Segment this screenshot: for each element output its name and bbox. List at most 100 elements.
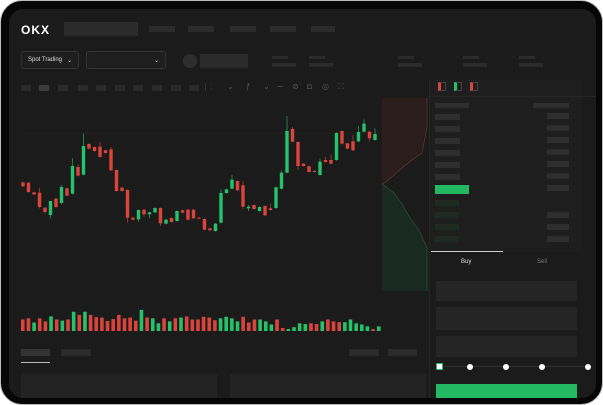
book-both-icon[interactable]	[438, 82, 446, 91]
depth-chart	[382, 98, 428, 291]
volume-bar	[60, 320, 65, 331]
interval-button[interactable]	[171, 85, 181, 91]
candle-body	[318, 161, 322, 175]
settings-icon[interactable]: ◎	[322, 82, 329, 91]
tab-sell[interactable]: Sell	[537, 259, 548, 265]
candle-type-icon[interactable]: ⫶	[210, 82, 212, 91]
candle-body	[290, 129, 295, 142]
interval-button[interactable]	[78, 85, 88, 91]
volume-bar	[105, 321, 110, 331]
slider-track[interactable]	[439, 366, 589, 367]
fullscreen-icon[interactable]: ⛶	[338, 82, 344, 91]
volume-bar	[303, 324, 308, 331]
ask-amount	[547, 161, 569, 167]
divider	[429, 96, 596, 97]
stat-value	[519, 63, 543, 67]
candle-body	[87, 144, 91, 149]
candle-body	[312, 171, 317, 172]
total-input[interactable]	[436, 336, 577, 357]
candle-body	[257, 207, 262, 211]
nav-item[interactable]	[230, 26, 256, 32]
ask-price	[435, 114, 460, 120]
divider	[205, 83, 206, 91]
candle-body	[230, 179, 234, 189]
pair-select[interactable]: ⌄	[86, 51, 166, 69]
interval-button[interactable]	[58, 85, 68, 91]
volume-bar	[179, 317, 183, 331]
nav-item[interactable]	[311, 26, 335, 32]
book-bids-icon[interactable]	[454, 82, 462, 91]
nav-item[interactable]	[188, 26, 214, 32]
stat-label	[519, 56, 535, 59]
candle-body	[367, 131, 372, 139]
candle-body	[340, 131, 344, 144]
market-select[interactable]: Spot Trading ⌄	[21, 51, 79, 69]
candle-body	[43, 207, 47, 212]
tab-order-history[interactable]	[61, 349, 91, 356]
candle-body	[120, 187, 124, 191]
candle-body	[70, 166, 75, 194]
nav-item[interactable]	[270, 26, 296, 32]
slider-stop[interactable]	[539, 364, 545, 370]
bid-price	[435, 236, 459, 242]
volume-bar	[162, 318, 166, 331]
candle-body	[246, 206, 251, 209]
tab-buy[interactable]: Buy	[461, 259, 472, 265]
indicator-icon[interactable]: ƒ	[246, 82, 251, 91]
chevron-down-icon: ⌄	[66, 57, 72, 64]
active-tab-indicator	[431, 251, 503, 252]
filter-button[interactable]	[388, 349, 417, 356]
volume-bar	[49, 316, 53, 331]
volume-bar	[21, 319, 25, 331]
candle-body	[136, 210, 141, 220]
interval-button[interactable]	[96, 85, 106, 91]
interval-button[interactable]	[115, 85, 125, 91]
active-tab-indicator	[21, 362, 50, 363]
chevron-down-icon[interactable]: ⌄	[263, 82, 270, 91]
volume-bar	[77, 314, 82, 331]
candle-body	[213, 223, 218, 231]
candle-body	[169, 218, 174, 222]
filter-button[interactable]	[349, 349, 379, 356]
stat-value	[309, 63, 333, 67]
candle-body	[125, 190, 130, 218]
price-input[interactable]	[436, 281, 577, 301]
interval-button[interactable]	[133, 85, 143, 91]
search-bar[interactable]	[64, 22, 138, 36]
nav-item[interactable]	[149, 26, 175, 32]
candlestick-chart[interactable]	[9, 91, 429, 341]
okx-logo[interactable]: OKX	[21, 23, 51, 37]
interval-button[interactable]	[152, 85, 162, 91]
interval-button[interactable]	[21, 85, 31, 91]
slider-handle[interactable]	[436, 363, 443, 370]
volume-bar	[320, 321, 325, 331]
slider-stop[interactable]	[467, 364, 473, 370]
ask-price	[435, 138, 460, 144]
tab-open-orders[interactable]	[21, 349, 50, 356]
camera-icon[interactable]: ◘	[307, 82, 312, 91]
candle-body	[285, 131, 289, 173]
slider-stop[interactable]	[503, 364, 509, 370]
ask-amount	[547, 125, 569, 131]
amount-input[interactable]	[436, 307, 577, 330]
ask-amount	[547, 137, 569, 143]
bid-amount	[547, 224, 569, 230]
book-asks-icon[interactable]	[470, 82, 478, 91]
volume-bar	[83, 311, 87, 331]
slider-stop[interactable]	[585, 364, 591, 370]
depth-asks-line	[382, 98, 428, 185]
interval-button[interactable]	[189, 85, 199, 91]
ruler-icon[interactable]: ⊘	[292, 82, 299, 91]
chevron-down-icon[interactable]: ⌄	[227, 82, 234, 91]
stat-value	[398, 63, 422, 67]
volume-bar	[156, 323, 161, 331]
depth-bids	[382, 184, 427, 291]
line-icon[interactable]: ∼	[277, 82, 284, 91]
buy-button[interactable]	[436, 384, 577, 398]
candle-body	[373, 134, 377, 140]
ask-price	[435, 126, 460, 132]
candle-body	[224, 189, 229, 193]
volume-bar	[365, 326, 370, 331]
interval-button-active[interactable]	[39, 85, 49, 91]
candle-body	[158, 208, 163, 224]
